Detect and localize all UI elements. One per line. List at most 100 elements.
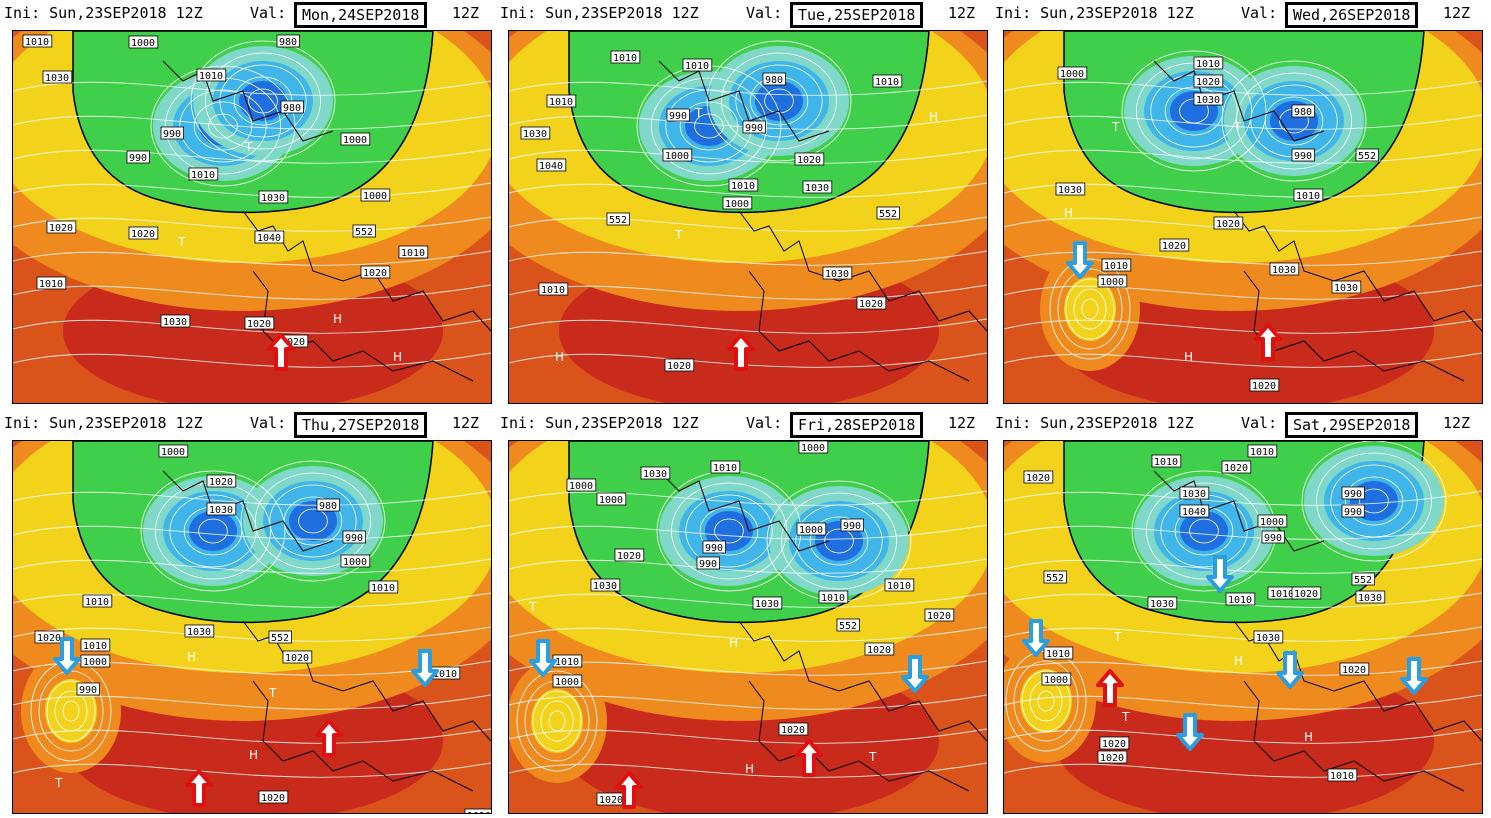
- isobar-label-box: [552, 674, 583, 688]
- coastline: [242, 210, 491, 332]
- isobar-ring: [685, 494, 773, 568]
- trough-marker: T: [1121, 710, 1130, 724]
- isobar-label-box: [282, 650, 313, 664]
- isobar-label: 1010: [371, 583, 395, 594]
- panel-header: Ini: Sun,23SEP2018 12Z Val: Thu,27SEP201…: [0, 410, 490, 438]
- isobar-label-box: [1249, 378, 1280, 392]
- valid-hour: 12Z: [948, 414, 976, 432]
- cutoff-core: [1064, 277, 1116, 341]
- isobar-label: 1020: [1102, 739, 1126, 750]
- isobar: [509, 216, 987, 232]
- isobar: [1004, 762, 1482, 778]
- isobar-label-box: [1179, 504, 1210, 518]
- isobar-label: 1020: [1342, 665, 1366, 676]
- isobar: [1004, 592, 1482, 608]
- map-canvas: 1000 1010 1020 1030 980 990 552 1010 1030 1020 102…: [1004, 31, 1482, 403]
- isobar-label-box: [46, 220, 77, 234]
- isobar-ring: [193, 101, 253, 151]
- isobar-label: 1010: [1250, 447, 1274, 458]
- isobar-label-box: [80, 638, 111, 652]
- isobar-label: 1000: [131, 38, 155, 49]
- isobar: [509, 762, 987, 778]
- isobar-ring: [1235, 72, 1352, 170]
- isobar-label-box: [538, 282, 569, 296]
- isobar-label: 552: [271, 633, 289, 644]
- isobar-label-box: [340, 132, 371, 146]
- isobar-ring: [1073, 288, 1107, 330]
- isobar-ring: [650, 77, 767, 175]
- isobar-label: 552: [355, 227, 373, 238]
- forecast-map: 1010 1030 1000 1010 990 980 990 980 1000 1010 1000…: [12, 30, 492, 404]
- isobar-label: 1020: [1224, 463, 1248, 474]
- isobar: [13, 490, 491, 506]
- isobar-label: 980: [319, 501, 337, 512]
- isobar-label: 552: [1358, 151, 1376, 162]
- forecast-map: 1000 1020 1030 980 990 1000 1010 1010 1030 552 102…: [12, 440, 492, 814]
- isobar-label-box: [1355, 590, 1386, 604]
- isobar-label-box: [1043, 570, 1068, 584]
- isobar-ring: [190, 40, 336, 162]
- isobar-ring: [699, 506, 759, 556]
- isobar-ring: [824, 528, 854, 554]
- isobar-ring: [694, 113, 724, 139]
- isobar: [509, 148, 987, 164]
- isobar-label-box: [36, 276, 67, 290]
- isobar: [1004, 626, 1482, 642]
- isobar-label-box: [876, 206, 901, 220]
- trough-marker: T: [1113, 630, 1122, 644]
- isobar-label-box: [128, 226, 159, 240]
- down-arrow-icon: [1176, 713, 1204, 751]
- isobar-ring: [1359, 488, 1389, 514]
- isobar-label-box: [640, 466, 671, 480]
- map-panel-tue: Ini: Sun,23SEP2018 12Z Val: Tue,25SEP201…: [496, 0, 988, 404]
- isobar-label-box: [796, 522, 827, 536]
- isobar-ring: [809, 516, 869, 566]
- isobar-label: 552: [839, 621, 857, 632]
- coastline: [658, 60, 830, 142]
- isobar-label: 1030: [1334, 283, 1358, 294]
- isobar-label: 1020: [797, 155, 821, 166]
- isobar-label: 990: [705, 543, 723, 554]
- isobar-label-box: [536, 158, 567, 172]
- valid-date: Sat,29SEP2018: [1285, 412, 1419, 438]
- isobar-label-box: [1291, 586, 1322, 600]
- low-core: [755, 81, 803, 121]
- isobar-label: 1020: [927, 611, 951, 622]
- isobar-label: 1030: [1182, 489, 1206, 500]
- isobar-label: 1000: [343, 135, 367, 146]
- down-arrow-icon: [1276, 651, 1304, 689]
- isobar-label: 1010: [685, 61, 709, 72]
- isobar-label: 1030: [209, 505, 233, 516]
- trough-marker: T: [268, 686, 277, 700]
- isobar: [1004, 318, 1482, 334]
- high-marker: H: [187, 650, 196, 664]
- isobar-label-box: [1247, 444, 1278, 458]
- coastline: [252, 680, 474, 792]
- isobar-label: 1000: [363, 191, 387, 202]
- isobar-label-box: [368, 580, 399, 594]
- isobar-label-box: [1193, 56, 1224, 70]
- isobar-label: 1010: [1330, 771, 1354, 782]
- isobar-label: 1000: [799, 525, 823, 536]
- isobar: [13, 728, 491, 744]
- isobar-label-box: [614, 548, 645, 562]
- isobar-label-box: [1097, 750, 1128, 764]
- isobar-label: 990: [163, 129, 181, 140]
- isobar: [1004, 114, 1482, 130]
- high-marker: H: [1304, 730, 1313, 744]
- valid-date: Thu,27SEP2018: [294, 412, 428, 438]
- isobar-ring: [670, 482, 787, 580]
- isobar-label: 1010: [467, 811, 491, 813]
- isobar-ring: [248, 88, 278, 114]
- isobar-ring: [780, 492, 897, 590]
- isobar-label: 1010: [1046, 649, 1070, 660]
- isobar-label: 1010: [1228, 595, 1252, 606]
- panel-header: Ini: Sun,23SEP2018 12Z Val: Tue,25SEP201…: [496, 0, 986, 28]
- isobar-label-box: [160, 126, 185, 140]
- isobar-label-box: [276, 34, 301, 48]
- isobar: [1004, 216, 1482, 232]
- init-time: Ini: Sun,23SEP2018 12Z: [4, 414, 203, 432]
- isobar: [509, 182, 987, 198]
- isobar-label: 990: [843, 521, 861, 532]
- map-panel-mon: Ini: Sun,23SEP2018 12Z Val: Mon,24SEP201…: [0, 0, 492, 404]
